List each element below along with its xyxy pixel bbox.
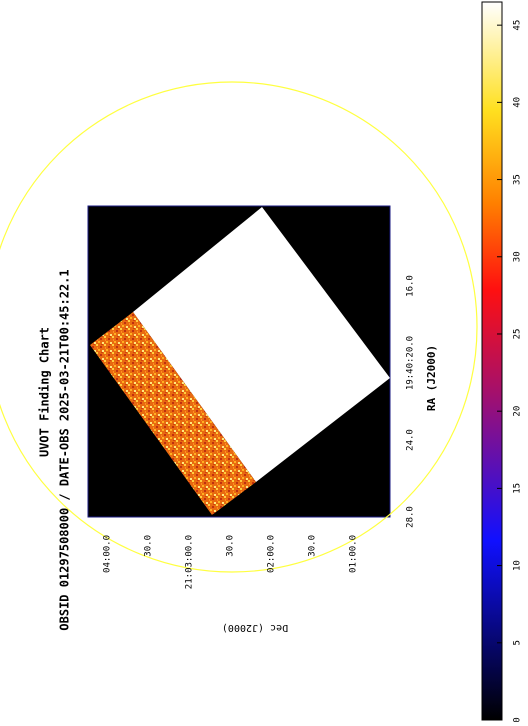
x-tick-label: 28.0 bbox=[406, 506, 416, 528]
x-tick-label: 24.0 bbox=[406, 429, 416, 451]
y-tick-label: 30.0 bbox=[144, 535, 154, 557]
chart-title: UVOT Finding Chart bbox=[38, 327, 52, 457]
y-tick-label: 30.0 bbox=[226, 535, 236, 557]
x-tick-label: 19:40:20.0 bbox=[406, 336, 416, 390]
chart-subtitle: OBSID 01297508000 / DATE-OBS 2025-03-21T… bbox=[58, 269, 72, 630]
exposure-region bbox=[133, 207, 390, 482]
y-tick-label: 01:00.0 bbox=[349, 535, 359, 573]
x-axis-label: RA (J2000) bbox=[425, 345, 438, 411]
y-tick-label: 21:03:00.0 bbox=[185, 535, 195, 589]
y-axis-label: Dec (J2000) bbox=[222, 622, 288, 633]
colorbar bbox=[481, 1, 503, 721]
sky-image bbox=[90, 312, 256, 515]
x-tick-label: 16.0 bbox=[406, 275, 416, 297]
colorbar-tick-label: 45 bbox=[513, 20, 523, 31]
y-tick-label: 30.0 bbox=[308, 535, 318, 557]
colorbar-tick-label: 15 bbox=[513, 483, 523, 494]
colorbar-tick-label: 40 bbox=[513, 97, 523, 108]
colorbar-tick-label: 5 bbox=[513, 640, 523, 645]
y-tick-label: 02:00.0 bbox=[267, 535, 277, 573]
colorbar-tick-label: 25 bbox=[513, 329, 523, 340]
y-tick-label: 04:00.0 bbox=[103, 535, 113, 573]
colorbar-tick-label: 0 bbox=[513, 717, 523, 722]
colorbar-tick-label: 10 bbox=[513, 560, 523, 571]
colorbar-tick-label: 30 bbox=[513, 251, 523, 262]
region-circle bbox=[0, 81, 478, 573]
colorbar-tick-label: 20 bbox=[513, 406, 523, 417]
colorbar-tick-label: 35 bbox=[513, 174, 523, 185]
